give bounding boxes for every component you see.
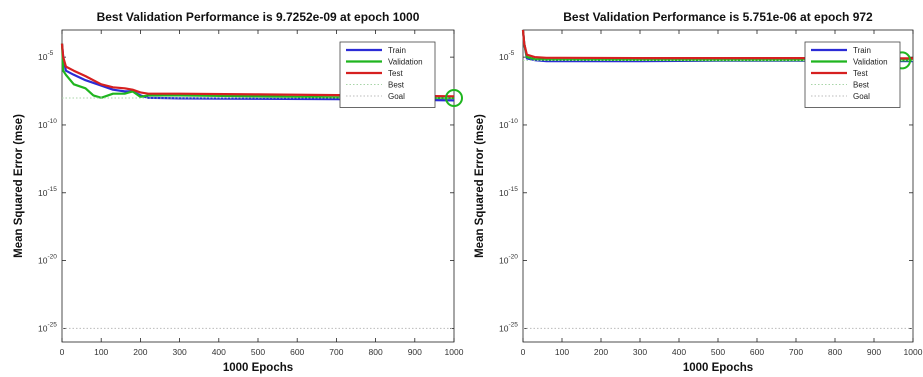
x-tick-label: 500 bbox=[711, 347, 725, 357]
y-tick-base: 10 bbox=[499, 256, 509, 266]
y-tick-base: 10 bbox=[499, 188, 509, 198]
x-tick-label: 200 bbox=[594, 347, 608, 357]
x-tick-label: 900 bbox=[867, 347, 881, 357]
legend-label-train: Train bbox=[853, 46, 871, 55]
y-tick-base: 10 bbox=[38, 188, 48, 198]
legend-label-test: Test bbox=[388, 69, 403, 78]
y-tick-label: 10-25 bbox=[38, 321, 57, 333]
x-tick-label: 1000 bbox=[904, 347, 923, 357]
x-tick-label: 700 bbox=[789, 347, 803, 357]
x-tick-label: 400 bbox=[212, 347, 226, 357]
y-tick-label: 10-20 bbox=[499, 254, 518, 266]
legend-label-validation: Validation bbox=[853, 58, 888, 67]
x-tick-label: 900 bbox=[408, 347, 422, 357]
legend-label-validation: Validation bbox=[388, 58, 423, 67]
x-tick-label: 200 bbox=[133, 347, 147, 357]
y-tick-exponent: -5 bbox=[47, 50, 53, 57]
x-tick-label: 400 bbox=[672, 347, 686, 357]
legend-label-best: Best bbox=[853, 81, 870, 90]
y-tick-label: 10-5 bbox=[499, 50, 515, 62]
y-tick-exponent: -25 bbox=[508, 321, 518, 328]
x-tick-label: 300 bbox=[173, 347, 187, 357]
y-tick-base: 10 bbox=[499, 52, 509, 62]
chart-panel-2: Best Validation Performance is 5.751e-06… bbox=[474, 10, 923, 374]
x-tick-label: 0 bbox=[60, 347, 65, 357]
y-tick-exponent: -15 bbox=[508, 186, 518, 193]
x-tick-label: 700 bbox=[329, 347, 343, 357]
y-tick-label: 10-15 bbox=[38, 186, 57, 198]
y-axis-label: Mean Squared Error (mse) bbox=[13, 114, 25, 258]
y-tick-label: 10-5 bbox=[38, 50, 54, 62]
x-tick-label: 800 bbox=[369, 347, 383, 357]
y-tick-label: 10-15 bbox=[499, 186, 518, 198]
y-tick-label: 10-20 bbox=[38, 254, 57, 266]
x-tick-label: 500 bbox=[251, 347, 265, 357]
x-tick-label: 300 bbox=[633, 347, 647, 357]
legend-label-goal: Goal bbox=[853, 92, 870, 101]
x-tick-label: 600 bbox=[290, 347, 304, 357]
legend-label-goal: Goal bbox=[388, 92, 405, 101]
y-tick-exponent: -5 bbox=[508, 50, 514, 57]
legend-label-best: Best bbox=[388, 81, 405, 90]
y-tick-base: 10 bbox=[38, 256, 48, 266]
x-tick-label: 100 bbox=[94, 347, 108, 357]
y-tick-label: 10-10 bbox=[38, 118, 57, 130]
y-tick-exponent: -25 bbox=[47, 321, 57, 328]
x-tick-label: 800 bbox=[828, 347, 842, 357]
legend: Train Validation Test Best Goal bbox=[339, 41, 436, 108]
y-axis-label: Mean Squared Error (mse) bbox=[474, 114, 486, 258]
legend-label-train: Train bbox=[388, 46, 406, 55]
chart-title: Best Validation Performance is 9.7252e-0… bbox=[97, 10, 420, 24]
x-axis-label: 1000 Epochs bbox=[223, 362, 293, 374]
chart-panel-1: Best Validation Performance is 9.7252e-0… bbox=[13, 10, 464, 374]
x-axis-label: 1000 Epochs bbox=[683, 362, 753, 374]
x-tick-label: 600 bbox=[750, 347, 764, 357]
x-tick-label: 0 bbox=[521, 347, 526, 357]
y-tick-exponent: -10 bbox=[47, 118, 57, 125]
y-tick-exponent: -20 bbox=[508, 254, 518, 261]
y-tick-base: 10 bbox=[499, 323, 509, 333]
chart-title: Best Validation Performance is 5.751e-06… bbox=[563, 10, 873, 24]
legend-label-test: Test bbox=[853, 69, 868, 78]
y-tick-base: 10 bbox=[38, 323, 48, 333]
y-tick-base: 10 bbox=[499, 120, 509, 130]
y-tick-base: 10 bbox=[38, 120, 48, 130]
y-tick-exponent: -10 bbox=[508, 118, 518, 125]
y-tick-base: 10 bbox=[38, 52, 48, 62]
legend-box bbox=[339, 41, 436, 108]
y-tick-label: 10-10 bbox=[499, 118, 518, 130]
y-tick-exponent: -20 bbox=[47, 254, 57, 261]
x-tick-label: 1000 bbox=[445, 347, 464, 357]
legend-box bbox=[804, 41, 901, 108]
y-tick-exponent: -15 bbox=[47, 186, 57, 193]
y-tick-label: 10-25 bbox=[499, 321, 518, 333]
legend: Train Validation Test Best Goal bbox=[804, 41, 901, 108]
best-point-marker bbox=[445, 88, 463, 107]
x-tick-label: 100 bbox=[555, 347, 569, 357]
